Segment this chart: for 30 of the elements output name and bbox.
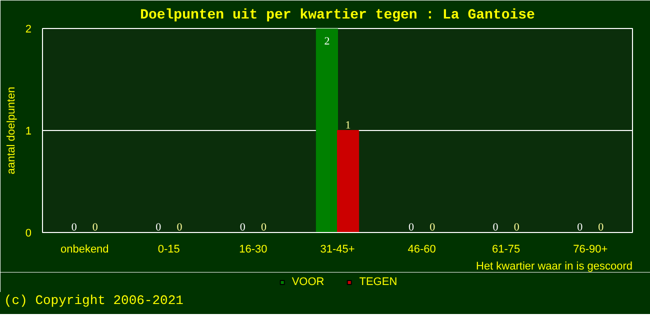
data-label: 0 [92,222,98,234]
x-tick-label: onbekend [60,244,109,256]
chart-title: Doelpunten uit per kwartier tegen : La Gantoise [140,8,535,24]
y-tick-label: 0 [25,228,32,240]
data-label: 0 [261,222,267,234]
data-label: 0 [492,222,499,234]
data-label: 0 [240,222,246,234]
data-label: 0 [71,222,78,234]
data-label: 0 [598,222,604,234]
y-tick-label: 2 [25,24,32,36]
legend-label: VOOR [292,276,324,288]
legend-label: TEGEN [359,276,398,288]
x-tick-label: 0-15 [158,244,180,256]
x-tick-label: 31-45+ [320,244,355,256]
x-tick-label: 61-75 [492,244,520,256]
data-label: 1 [345,120,351,132]
data-label: 0 [176,222,183,234]
x-tick-label: 46-60 [408,244,436,256]
x-tick-label: 76-90+ [573,244,608,256]
y-tick-label: 1 [25,126,32,138]
data-label: 0 [577,222,584,234]
x-tick-label: 16-30 [239,244,268,256]
data-label: 0 [514,222,520,234]
y-axis-title: aantal doelpunten [5,86,18,174]
text: (c) Copyright 2006-2021 [4,292,184,310]
data-label: 0 [408,222,414,234]
data-label: 0 [156,222,162,234]
x-axis-title: Het kwartier waar in is gescoord [476,260,633,272]
data-label: 2 [324,36,330,48]
data-label: 0 [430,222,436,234]
